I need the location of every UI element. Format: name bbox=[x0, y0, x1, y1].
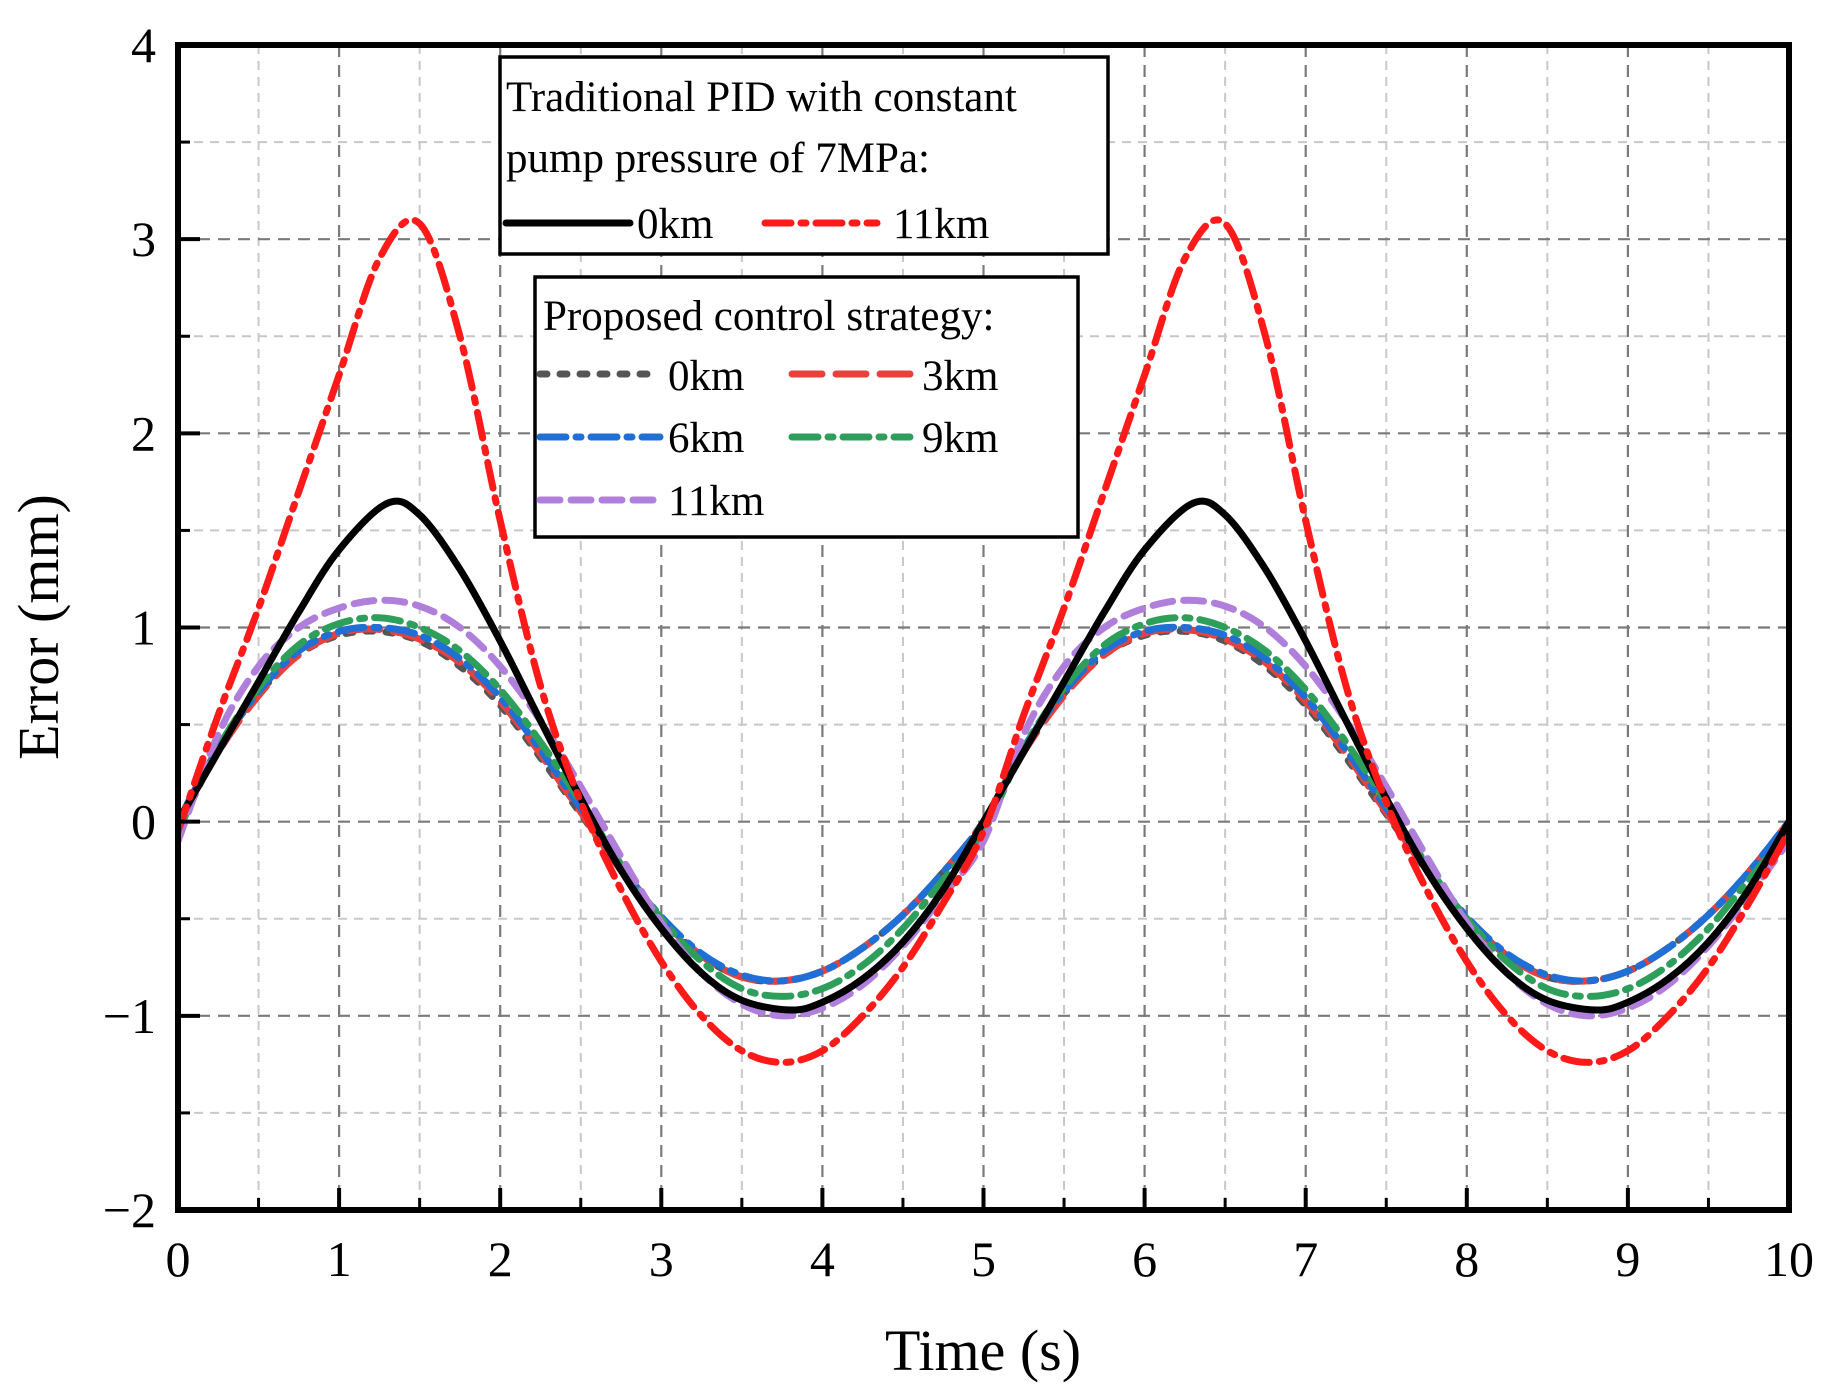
x-tick-label: 7 bbox=[1293, 1231, 1318, 1287]
x-tick-label: 6 bbox=[1132, 1231, 1157, 1287]
legend-label-proposed-9km: 9km bbox=[922, 415, 998, 462]
x-tick-label: 4 bbox=[810, 1231, 835, 1287]
x-tick-label: 8 bbox=[1454, 1231, 1479, 1287]
legend-label-traditional-11km: 11km bbox=[893, 201, 989, 248]
axis-ticks bbox=[176, 43, 1791, 1212]
legend-label-proposed-11km: 11km bbox=[668, 478, 764, 525]
legend-proposed-box bbox=[533, 275, 1080, 539]
x-tick-label: 1 bbox=[327, 1231, 352, 1287]
x-tick-label: 3 bbox=[649, 1231, 674, 1287]
x-tick-label: 9 bbox=[1615, 1231, 1640, 1287]
series-line-traditional-pid-0km bbox=[178, 497, 1789, 1014]
series-line-traditional-pid-11km bbox=[178, 216, 1789, 1066]
legend-label-traditional-0km: 0km bbox=[637, 201, 713, 248]
series-lines bbox=[178, 216, 1789, 1066]
y-tick-label: 4 bbox=[131, 17, 156, 73]
x-tick-label: 0 bbox=[166, 1231, 191, 1287]
y-axis-title: Error (mm) bbox=[6, 494, 71, 760]
legend-traditional-title-line-1: Traditional PID with constant bbox=[506, 74, 1017, 121]
legend-traditional-pid: Traditional PID with constant pump press… bbox=[498, 55, 1110, 256]
y-tick-label: 1 bbox=[131, 600, 156, 656]
x-tick-label: 5 bbox=[971, 1231, 996, 1287]
series-line-proposed-6km bbox=[178, 623, 1789, 985]
legend-proposed-title: Proposed control strategy: bbox=[543, 293, 994, 340]
y-tick-label: 2 bbox=[131, 405, 156, 461]
y-tick-label: 0 bbox=[131, 794, 156, 850]
series-line-proposed-9km bbox=[178, 614, 1789, 1000]
x-tick-label: 10 bbox=[1764, 1231, 1814, 1287]
legend-label-proposed-0km: 0km bbox=[668, 353, 744, 400]
legend-traditional-title-line-2: pump pressure of 7MPa: bbox=[506, 135, 930, 182]
y-tick-label: −2 bbox=[103, 1182, 156, 1238]
legend-label-proposed-3km: 3km bbox=[922, 353, 998, 400]
tick-labels: 0 1 2 3 4 5 6 7 8 9 10 −2 −1 0 1 2 3 4 bbox=[103, 17, 1814, 1287]
y-tick-label: −1 bbox=[103, 988, 156, 1044]
x-axis-title: Time (s) bbox=[885, 1318, 1081, 1383]
legend-proposed-strategy: Proposed control strategy: 0km 3km 6km 9… bbox=[533, 275, 1080, 539]
legend-label-proposed-6km: 6km bbox=[668, 415, 744, 462]
y-tick-label: 3 bbox=[131, 211, 156, 267]
x-tick-label: 2 bbox=[488, 1231, 513, 1287]
